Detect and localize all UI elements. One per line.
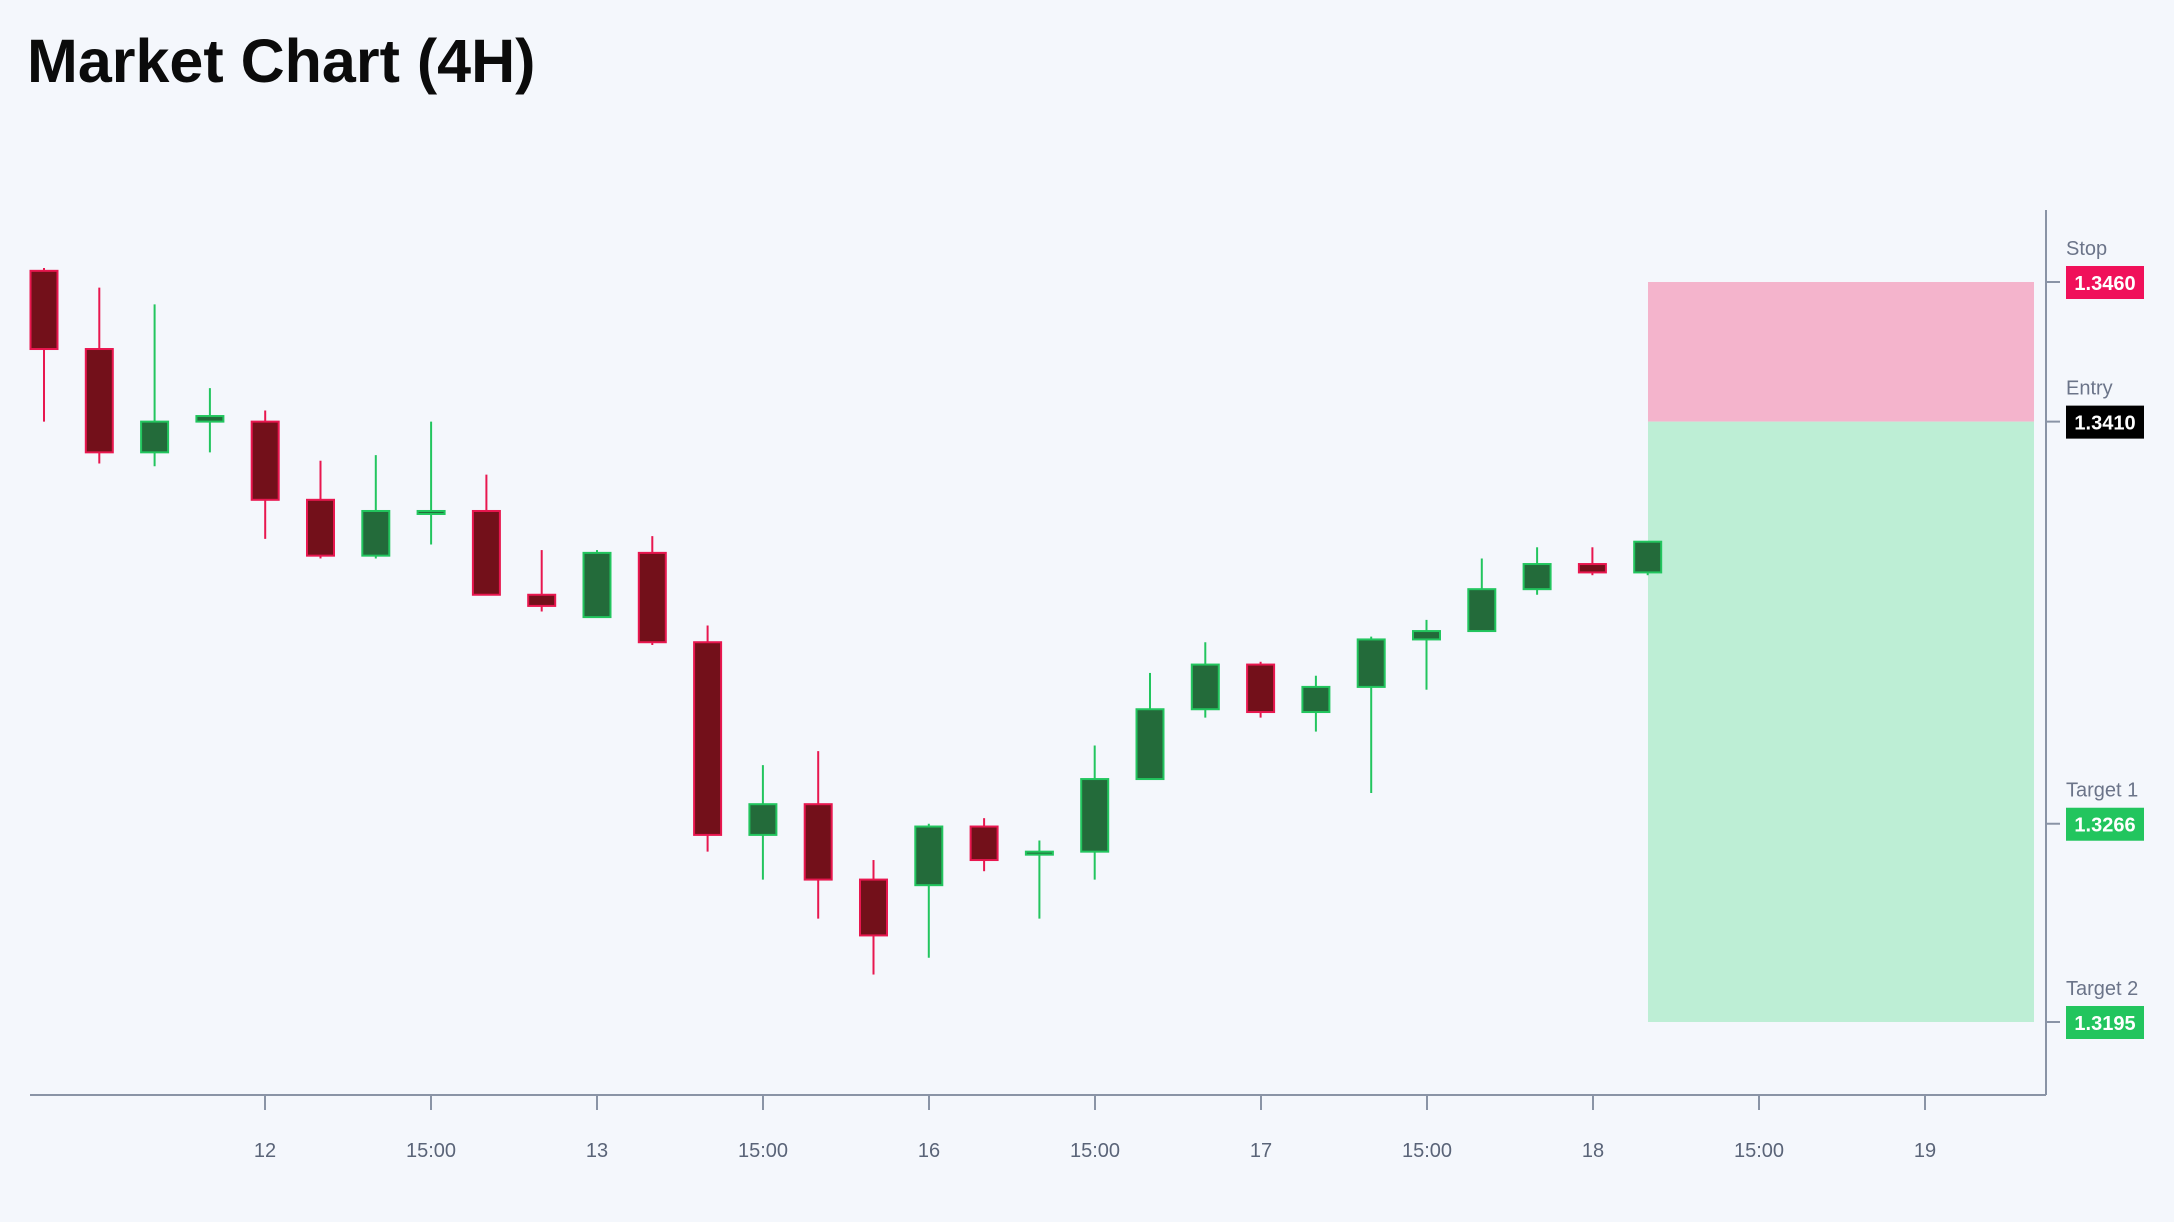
- candle-body: [416, 509, 446, 515]
- level-label: Entry: [2066, 378, 2113, 400]
- level-label: Target 2: [2066, 978, 2138, 1000]
- candle: [29, 268, 59, 422]
- candle-body: [969, 825, 999, 862]
- candle: [250, 410, 280, 539]
- candle-body: [1577, 563, 1607, 574]
- candle: [1522, 547, 1552, 595]
- candle-body: [1135, 708, 1165, 781]
- candle: [859, 860, 888, 975]
- level-price-value: 1.3266: [2074, 815, 2135, 837]
- x-tick-label: 16: [918, 1140, 940, 1162]
- chart-title: Market Chart (4H): [27, 27, 536, 95]
- candle-body: [471, 509, 501, 596]
- level-price-tag: [2066, 266, 2144, 299]
- x-tick-label: 15:00: [1402, 1140, 1452, 1162]
- candle: [306, 460, 335, 559]
- level-price-value: 1.3410: [2074, 413, 2135, 435]
- x-tick-label: 15:00: [406, 1140, 456, 1162]
- x-tick-label: 18: [1582, 1140, 1604, 1162]
- x-tick-label: 15:00: [738, 1140, 788, 1162]
- candle: [1356, 636, 1386, 794]
- candle-body: [1412, 630, 1441, 641]
- candle: [1577, 547, 1607, 576]
- x-tick-label: 13: [586, 1140, 608, 1162]
- x-tick-label: 12: [254, 1140, 276, 1162]
- candle: [1633, 540, 1663, 576]
- candle: [1024, 840, 1054, 919]
- candle: [1190, 642, 1220, 718]
- candle-body: [1633, 540, 1663, 574]
- candle-body: [748, 803, 778, 836]
- candle-body: [250, 420, 280, 501]
- level-price-tag: [2066, 405, 2144, 439]
- candle: [527, 550, 557, 612]
- level-price-tag: [2066, 807, 2144, 841]
- candle-body: [1190, 663, 1220, 711]
- stop-zone: [1648, 282, 2034, 422]
- candle: [914, 823, 944, 958]
- candle-body: [306, 498, 335, 557]
- candle-body: [527, 593, 557, 607]
- candle-body: [1024, 850, 1054, 856]
- candle: [582, 550, 612, 619]
- candle: [1246, 661, 1276, 718]
- target-zone: [1648, 421, 2034, 1022]
- candle: [471, 474, 501, 596]
- candle-body: [140, 420, 170, 454]
- candle: [1135, 672, 1165, 781]
- candle-body: [1522, 563, 1552, 591]
- candle: [84, 287, 114, 464]
- candle-body: [637, 551, 667, 644]
- candle-body: [1356, 638, 1386, 688]
- candle-body: [914, 825, 944, 887]
- candle-body: [1301, 685, 1331, 714]
- candle-body: [29, 269, 59, 351]
- level-price-value: 1.3195: [2074, 1013, 2135, 1035]
- candle: [1412, 619, 1441, 690]
- candle-body: [859, 878, 888, 937]
- candle: [803, 751, 833, 919]
- candle: [140, 304, 170, 467]
- level-price-value: 1.3460: [2074, 273, 2135, 295]
- candle-body: [803, 803, 833, 881]
- candle-body: [195, 415, 225, 423]
- candle-body: [582, 551, 612, 619]
- candle: [969, 818, 999, 872]
- candle: [637, 536, 667, 646]
- level-price-tag: [2066, 1006, 2144, 1039]
- candle: [1301, 675, 1331, 732]
- candle: [416, 421, 446, 545]
- candle: [693, 625, 723, 852]
- level-label: Stop: [2066, 238, 2107, 260]
- candle: [361, 455, 391, 559]
- candle: [195, 388, 225, 453]
- candle-body: [84, 348, 114, 454]
- x-tick-label: 15:00: [1734, 1140, 1784, 1162]
- candle-body: [1467, 588, 1497, 633]
- candle-body: [1246, 663, 1276, 714]
- x-tick-label: 17: [1250, 1140, 1272, 1162]
- candle-body: [1080, 778, 1110, 853]
- candle-body: [693, 641, 723, 836]
- x-tick-label: 15:00: [1070, 1140, 1120, 1162]
- x-tick-label: 19: [1914, 1140, 1936, 1162]
- level-label: Target 1: [2066, 780, 2138, 802]
- candle: [748, 765, 778, 880]
- candle: [1080, 745, 1110, 880]
- candle-body: [361, 509, 391, 557]
- candle: [1467, 558, 1497, 633]
